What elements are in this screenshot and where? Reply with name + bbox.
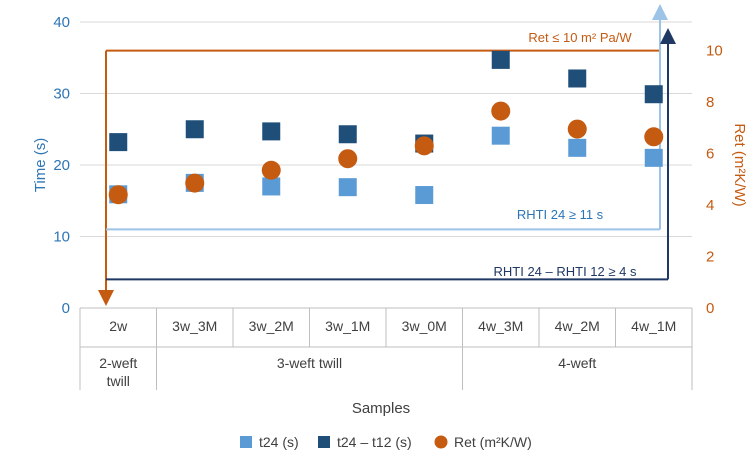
category-label: 4w_2M: [555, 318, 600, 334]
data-point-t24-t12: [109, 133, 128, 152]
data-point-t24: [415, 186, 434, 205]
y-right-tick-label: 8: [706, 94, 714, 111]
data-point-ret: [491, 101, 511, 121]
category-label: 3w_2M: [249, 318, 294, 334]
y-right-tick-label: 0: [706, 300, 714, 317]
y-left-tick-label: 20: [53, 157, 70, 174]
category-label: 3w_0M: [402, 318, 447, 334]
rhti-diff-threshold-label: RHTI 24 – RHTI 12 ≥ 4 s: [494, 264, 637, 279]
data-point-ret: [108, 185, 128, 205]
data-point-t24-t12: [338, 125, 357, 144]
legend-label: Ret (m²K/W): [454, 434, 532, 450]
data-point-t24: [568, 138, 587, 157]
data-point-t24-t12: [185, 120, 204, 139]
y-right-tick-label: 6: [706, 146, 714, 163]
y-right-tick-label: 2: [706, 249, 714, 266]
ret-threshold-label: Ret ≤ 10 m² Pa/W: [528, 30, 632, 45]
legend-label: t24 (s): [259, 434, 299, 450]
axis-ticks: 0 10 20 30 40 0 2 4 6 8 10: [53, 14, 722, 317]
legend-marker: [318, 436, 330, 448]
y-axis-left-title: Time (s): [32, 138, 49, 192]
data-point-t24: [338, 178, 357, 197]
y-left-tick-label: 0: [62, 300, 70, 317]
y-left-tick-label: 30: [53, 86, 70, 103]
data-point-ret: [644, 127, 664, 147]
legend-label: t24 – t12 (s): [337, 434, 412, 450]
y-right-tick-label: 10: [706, 43, 723, 60]
data-point-t24-t12: [262, 122, 281, 141]
category-label: 4w_1M: [631, 318, 676, 334]
data-point-t24: [262, 177, 281, 196]
threshold-lines: Ret ≤ 10 m² Pa/W RHTI 24 ≥ 11 s RHTI 24 – …: [98, 4, 676, 306]
rhti24-threshold-label: RHTI 24 ≥ 11 s: [517, 207, 604, 222]
y-left-tick-label: 40: [53, 14, 70, 31]
group-label: twill: [107, 373, 130, 389]
category-label: 2w: [109, 318, 128, 334]
data-marks: [108, 50, 664, 205]
legend: t24 (s) t24 – t12 (s) Ret (m²K/W): [240, 434, 532, 450]
data-point-ret: [338, 149, 358, 169]
group-label: 4-weft: [558, 355, 596, 371]
group-label: 3-weft twill: [277, 355, 342, 371]
data-point-ret: [414, 136, 434, 156]
y-right-tick-label: 4: [706, 197, 714, 214]
x-axis-title: Samples: [352, 400, 410, 417]
data-point-t24-t12: [644, 85, 663, 104]
group-label: 2-weft: [99, 355, 137, 371]
category-label: 3w_1M: [325, 318, 370, 334]
data-point-t24: [491, 126, 510, 145]
data-point-t24-t12: [491, 50, 510, 69]
legend-marker: [434, 435, 448, 449]
data-point-ret: [261, 160, 281, 180]
data-point-ret: [567, 119, 587, 139]
category-label: 4w_3M: [478, 318, 523, 334]
data-point-ret: [185, 173, 205, 193]
y-axis-right-title: Ret (m²K/W): [731, 123, 748, 206]
y-left-tick-label: 10: [53, 229, 70, 246]
data-point-t24-t12: [568, 69, 587, 88]
legend-marker: [240, 436, 252, 448]
category-table: 2w 3w_3M 3w_2M 3w_1M 3w_0M 4w_3M 4w_2M 4w_1M 2-w…: [79, 307, 693, 390]
data-point-t24: [644, 148, 663, 167]
category-label: 3w_3M: [172, 318, 217, 334]
